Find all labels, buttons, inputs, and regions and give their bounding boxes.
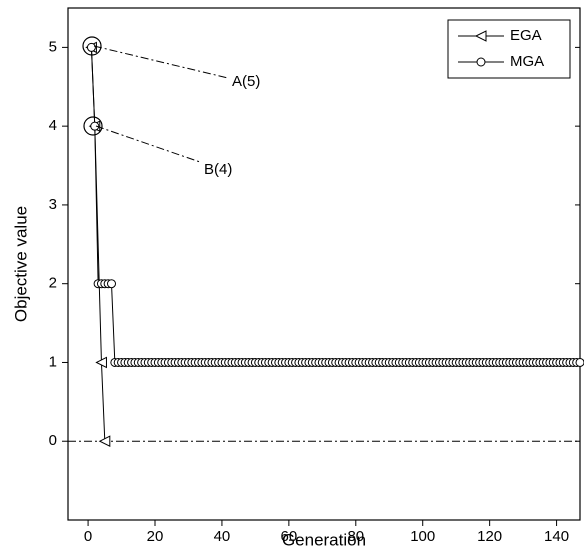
legend-box [447,19,571,79]
y-tick-label: 5 [49,38,57,55]
x-tick-label: 140 [544,528,569,545]
plot-frame [67,7,581,521]
point [95,356,107,369]
point [575,357,584,367]
point [107,279,117,289]
legend-marker [476,57,486,67]
annotation-line [95,125,201,163]
y-tick-label: 1 [49,353,57,370]
x-axis-title: Generation [282,530,366,549]
point [86,42,96,52]
x-tick-label: 80 [347,528,364,545]
x-tick-label: 0 [84,528,92,545]
series-line [90,47,106,442]
y-tick-label: 2 [49,275,57,292]
annotation-label: A(5) [232,73,260,90]
y-tick-label: 3 [49,196,57,213]
annotation-circle [83,116,103,136]
point [98,435,111,448]
x-tick-label: 60 [281,528,298,545]
legend-marker [474,30,487,42]
x-tick-label: 100 [410,528,435,545]
legend-label: EGA [510,27,542,44]
y-tick-label: 4 [49,117,57,134]
annotation-line [93,45,229,79]
point [90,121,100,131]
x-tick-label: 20 [147,528,164,545]
x-tick-label: 120 [477,528,502,545]
x-tick-label: 40 [214,528,231,545]
legend-label: MGA [510,53,544,70]
y-tick-label: 0 [49,432,57,449]
series-line [90,47,580,363]
y-axis-title: Objective value [11,206,30,322]
annotation-circle [82,36,102,56]
annotation-label: B(4) [204,161,232,178]
